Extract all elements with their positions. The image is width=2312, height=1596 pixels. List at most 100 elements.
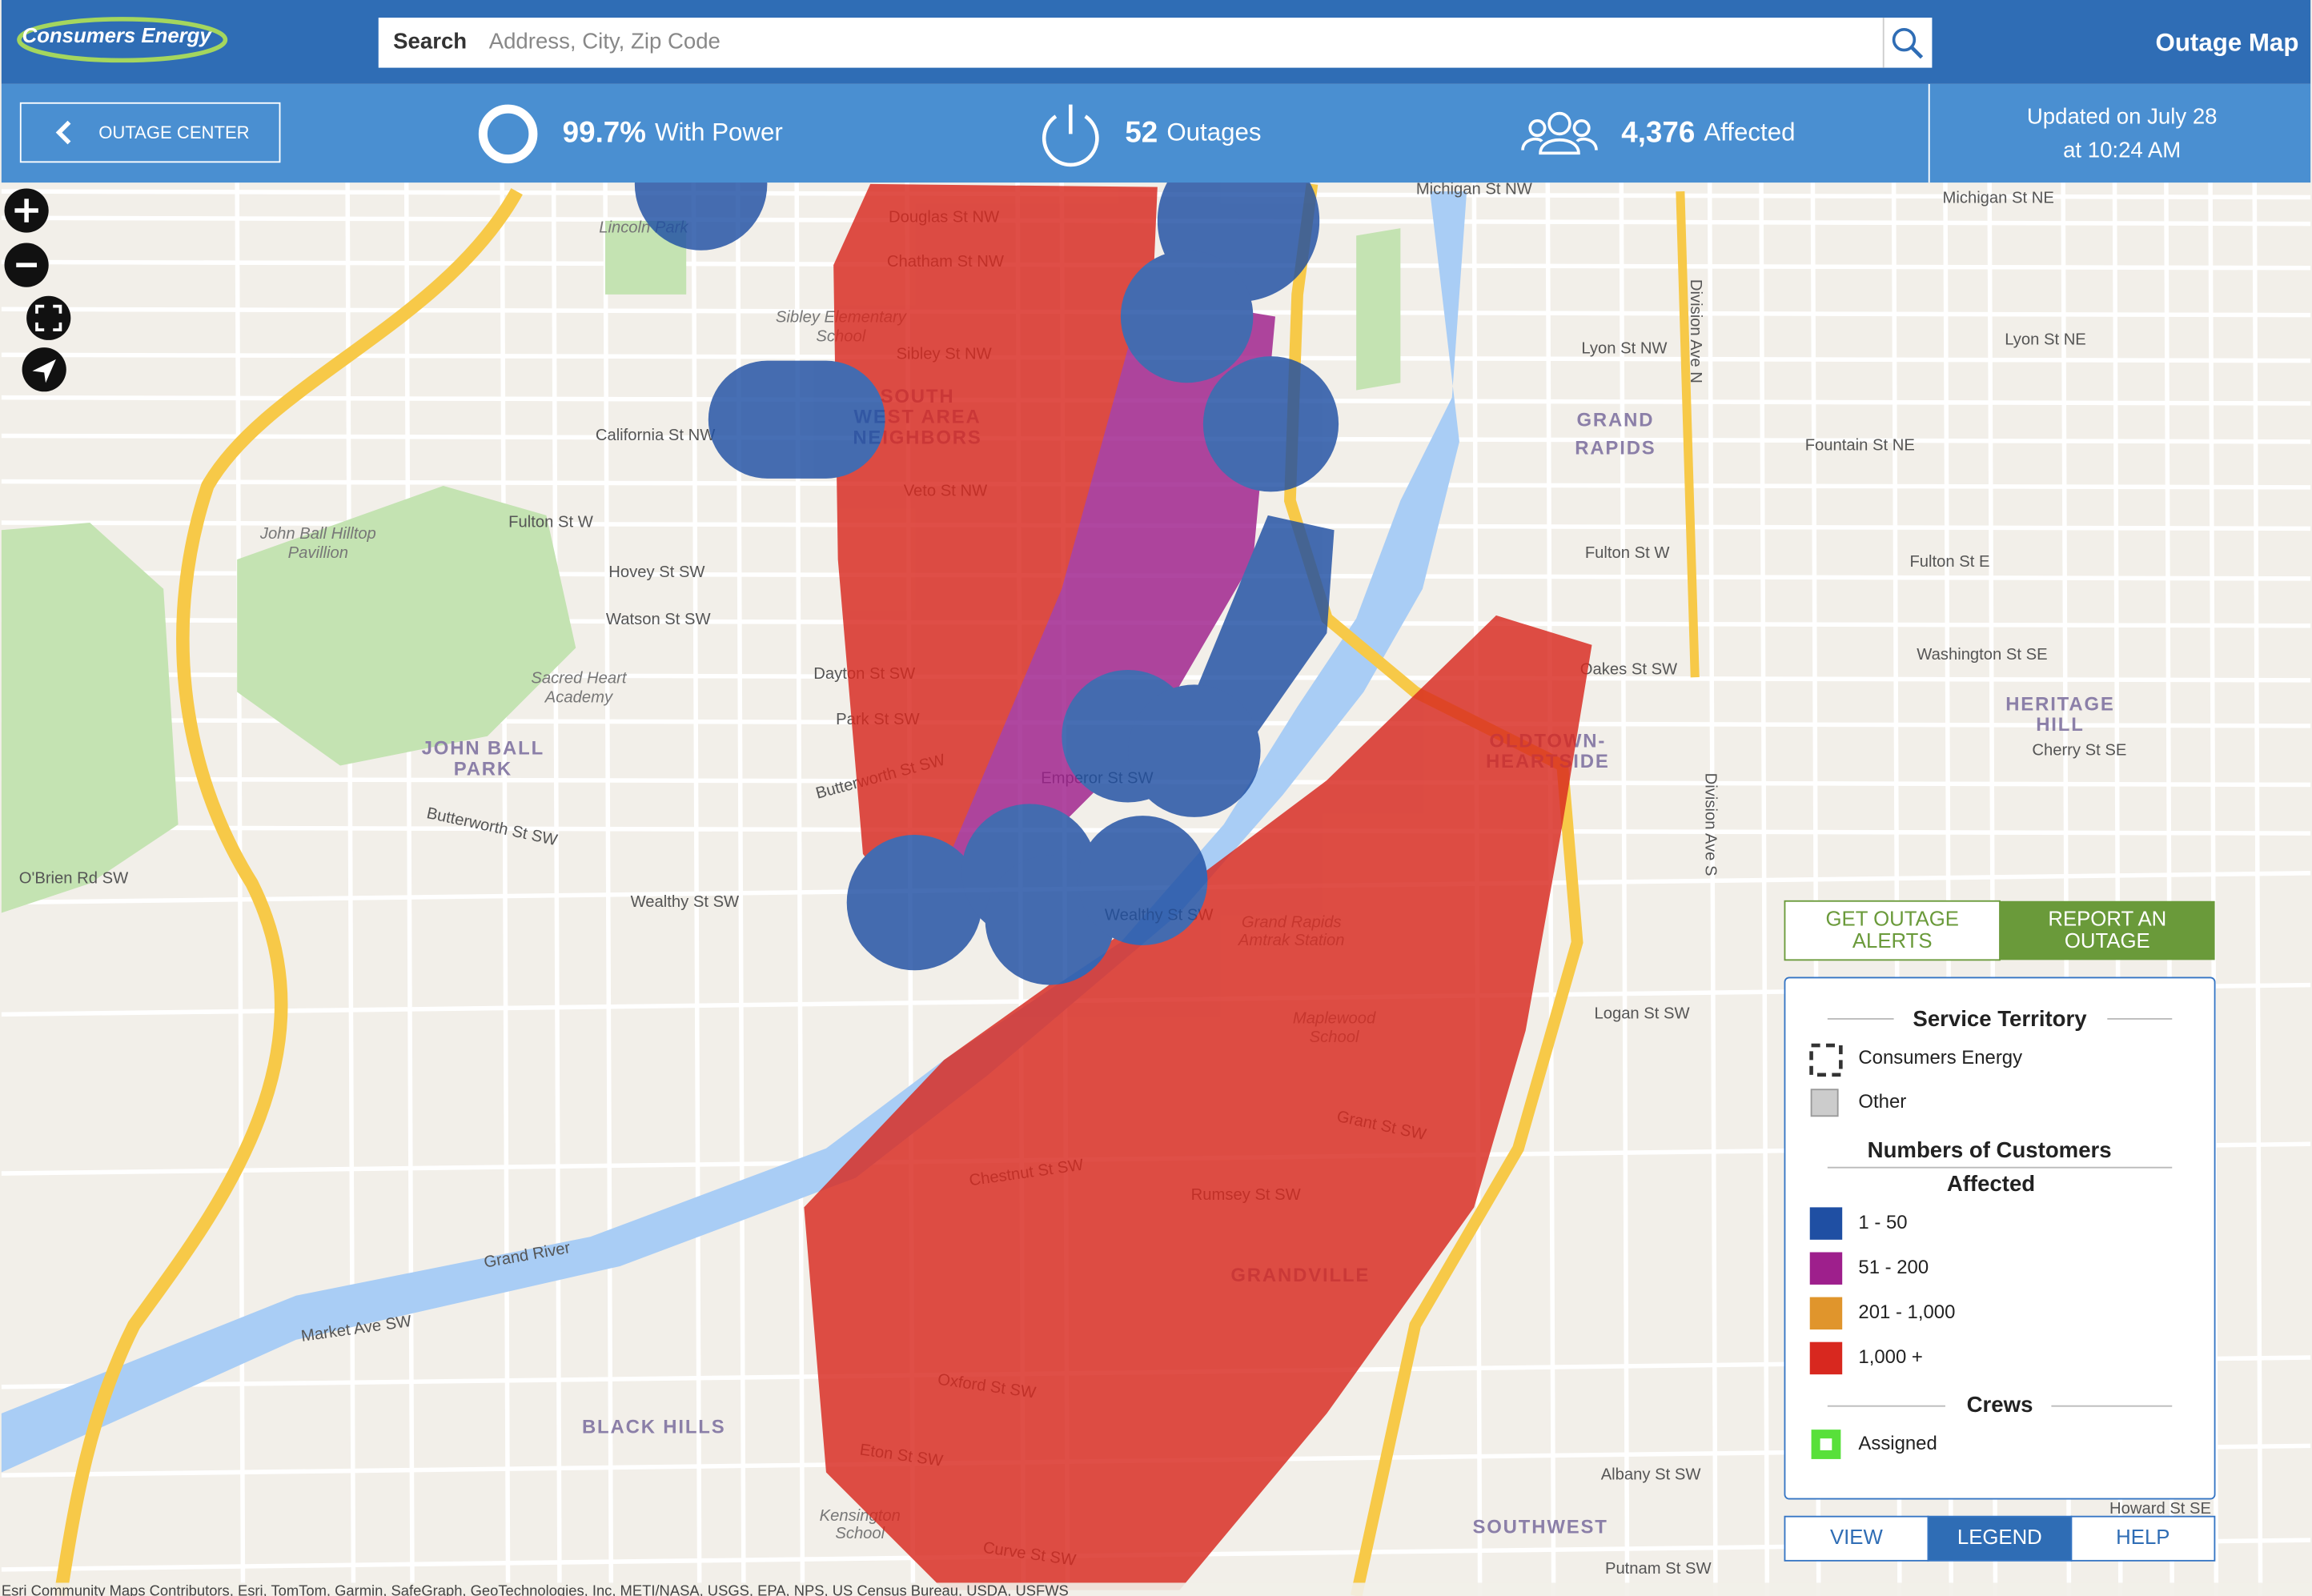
outage-center-button[interactable] [19, 102, 281, 163]
area-label: SOUTHWEST [1472, 1517, 1608, 1538]
place-label: Pavillion [288, 544, 348, 562]
updated-line: at 10:24 AM [2063, 138, 2181, 162]
search-label: Search [393, 29, 467, 54]
people-icon [1521, 111, 1598, 155]
outages-value: 52 [1125, 115, 1158, 148]
legend-title: Numbers of Customers [1868, 1137, 2112, 1162]
street-label: O'Brien Rd SW [19, 870, 129, 888]
legend-item: Other [1858, 1091, 1906, 1113]
outage-area-small [708, 360, 885, 479]
report-label: OUTAGE [2065, 930, 2150, 952]
street-label: Fulton St E [1909, 553, 1989, 571]
report-button[interactable] [2000, 900, 2215, 960]
street-label: Logan St SW [1594, 1005, 1690, 1023]
legend-panel [1784, 976, 2216, 1500]
legend-item: 1 - 50 [1858, 1212, 1907, 1233]
street-label: Albany St SW [1601, 1466, 1702, 1484]
outage-icon [1042, 114, 1099, 167]
street-label: Lyon St NE [2005, 331, 2086, 348]
street-label: Oakes St SW [1580, 660, 1678, 678]
alerts-label: GET OUTAGE [1826, 908, 1959, 930]
legend-item: Consumers Energy [1858, 1047, 2022, 1069]
street-label: Washington St SE [1917, 646, 2047, 664]
page-title: Outage Map [2156, 28, 2299, 56]
search-box[interactable] [378, 18, 1933, 68]
crew-swatch-inner [1820, 1438, 1832, 1450]
tab-label: VIEW [1830, 1526, 1884, 1549]
river [1, 191, 1467, 1473]
park [237, 486, 576, 766]
range-swatch [1809, 1207, 1843, 1240]
tab[interactable] [1927, 1515, 2073, 1562]
outages-label: Outages [1166, 118, 1261, 146]
highway [54, 188, 523, 1596]
park [1, 523, 179, 913]
outage-area-small [1128, 684, 1261, 817]
power-value: 99.7% [563, 115, 646, 148]
fullscreen[interactable] [26, 295, 71, 340]
street [500, 182, 511, 1596]
power-stat: 99.7% With Power [563, 115, 783, 148]
outage-area-small [1202, 356, 1339, 492]
area-label: HILL [2036, 714, 2084, 736]
street [345, 182, 356, 1596]
report-label: REPORT AN [2048, 908, 2166, 930]
street-label: Putnam St SW [1605, 1560, 1712, 1578]
street-label: Fulton St W [508, 513, 594, 531]
area-label: GRAND [1576, 409, 1654, 431]
back-icon [55, 120, 71, 145]
status-bar [1, 83, 2311, 183]
affected-stat: 4,376 Affected [1621, 115, 1795, 148]
legend-title: Crews [1967, 1392, 2033, 1417]
alerts-button[interactable] [1784, 900, 2001, 961]
street [1619, 182, 1630, 1596]
street [551, 182, 562, 1596]
area-label: RAPIDS [1575, 437, 1656, 459]
place-label: Sacred Heart [531, 669, 628, 687]
street [691, 182, 702, 1596]
street [2252, 182, 2263, 1596]
street [403, 182, 415, 1596]
area-label: HERITAGE [2005, 693, 2114, 715]
locate-icon [32, 359, 56, 383]
outage-center-label: OUTAGE CENTER [98, 122, 249, 142]
updated-line: Updated on July 28 [2027, 103, 2218, 128]
street [603, 182, 614, 1596]
street-label: Watson St SW [606, 611, 712, 628]
highway [1676, 190, 1700, 678]
outage-area-large [833, 183, 1158, 913]
search-icon [1910, 46, 1924, 59]
fullscreen-icon [35, 304, 62, 331]
street-label: Wealthy St SW [631, 893, 740, 911]
territory-swatch [1810, 1089, 1839, 1117]
place-label: Academy [544, 688, 614, 706]
power-icon-ring [478, 104, 538, 164]
street-label: Cherry St SE [2032, 741, 2126, 759]
place-label: John Ball Hilltop [259, 525, 376, 543]
attribution-bar [1, 1582, 2311, 1596]
street-label: Fulton St W [1585, 544, 1671, 562]
street [1759, 182, 1770, 1596]
range-swatch [1809, 1297, 1843, 1330]
place-label: School [835, 1525, 885, 1542]
park [1356, 228, 1401, 391]
zoom-in-icon [14, 198, 38, 223]
street-label: Fountain St NE [1805, 437, 1915, 455]
alerts-label: ALERTS [1852, 930, 1933, 952]
search-button[interactable] [1892, 27, 1917, 52]
legend-title: Service Territory [1913, 1006, 2087, 1031]
search-placeholder: Address, City, Zip Code [489, 29, 720, 54]
tab[interactable] [1784, 1515, 1929, 1562]
area-label: JOHN BALL [422, 738, 544, 760]
outage-area-large [804, 615, 1592, 1590]
outage-area-small [846, 834, 982, 971]
street-label: Hovey St SW [608, 563, 705, 581]
attribution: Esri Community Maps Contributors, Esri, … [2, 1582, 1069, 1596]
tabs: VIEW LEGEND HELP [1784, 1515, 2216, 1562]
street-label: Division Ave S [1701, 773, 1719, 876]
legend-item: 201 - 1,000 [1858, 1301, 1955, 1323]
tab-label: HELP [2116, 1526, 2170, 1549]
tab[interactable] [2070, 1515, 2216, 1562]
